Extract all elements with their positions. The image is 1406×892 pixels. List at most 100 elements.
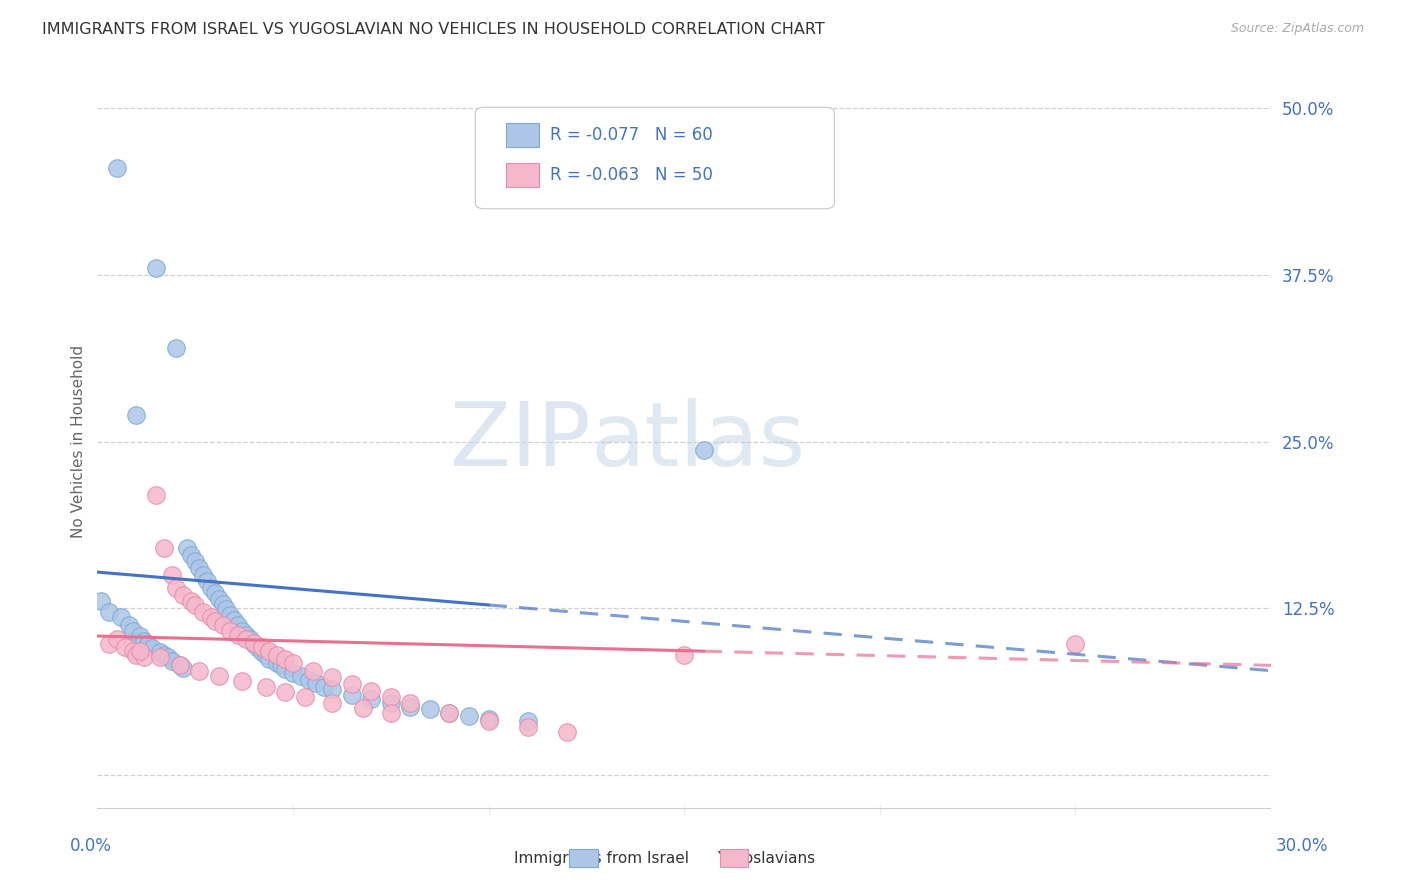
Point	[204, 615, 226, 629]
Point	[254, 648, 277, 662]
Point	[180, 594, 202, 608]
Point	[226, 618, 249, 632]
Text: ZIP: ZIP	[450, 398, 591, 485]
Point	[224, 613, 246, 627]
Point	[274, 685, 297, 699]
Point	[207, 669, 229, 683]
Point	[134, 634, 156, 648]
Point	[169, 658, 191, 673]
Point	[555, 725, 578, 739]
Point	[188, 664, 211, 678]
Point	[281, 656, 304, 670]
Point	[439, 706, 461, 721]
Point	[477, 714, 499, 729]
Point	[321, 670, 343, 684]
Point	[191, 605, 214, 619]
Point	[380, 696, 402, 710]
Point	[145, 261, 167, 276]
Point	[321, 682, 343, 697]
Point	[215, 602, 238, 616]
Point	[90, 594, 112, 608]
Point	[281, 666, 304, 681]
Point	[180, 548, 202, 562]
Point	[360, 683, 382, 698]
Point	[231, 624, 253, 638]
Point	[145, 488, 167, 502]
Point	[219, 607, 242, 622]
Point	[149, 645, 172, 659]
Point	[340, 688, 363, 702]
Text: Yugoslavians: Yugoslavians	[717, 851, 815, 865]
Point	[169, 658, 191, 673]
Point	[380, 690, 402, 705]
Point	[246, 640, 269, 655]
Point	[250, 645, 273, 659]
Point	[235, 628, 257, 642]
Point	[243, 636, 266, 650]
Point	[153, 541, 176, 555]
Point	[176, 541, 198, 555]
Point	[165, 581, 187, 595]
Point	[259, 651, 281, 665]
Point	[231, 674, 253, 689]
Point	[274, 651, 297, 665]
Text: R = -0.063   N = 50: R = -0.063 N = 50	[550, 166, 713, 184]
Point	[380, 706, 402, 721]
Point	[270, 658, 292, 673]
Point	[458, 709, 481, 723]
Point	[129, 629, 152, 643]
Point	[399, 699, 422, 714]
Point	[274, 662, 297, 676]
Point	[219, 624, 242, 638]
Point	[693, 442, 716, 457]
Point	[439, 706, 461, 721]
Point	[266, 656, 288, 670]
Text: Immigrants from Israel: Immigrants from Israel	[515, 851, 689, 865]
Point	[477, 712, 499, 726]
Point	[266, 648, 288, 662]
Point	[235, 632, 257, 646]
Point	[516, 714, 538, 729]
Point	[160, 567, 183, 582]
Point	[172, 661, 194, 675]
Point	[125, 408, 148, 422]
Point	[399, 696, 422, 710]
Point	[360, 691, 382, 706]
Point	[129, 643, 152, 657]
Y-axis label: No Vehicles in Household: No Vehicles in Household	[72, 345, 86, 538]
Point	[156, 650, 179, 665]
Point	[184, 599, 207, 613]
Point	[294, 690, 316, 705]
Point	[239, 632, 262, 646]
Point	[172, 588, 194, 602]
Point	[136, 637, 159, 651]
Text: IMMIGRANTS FROM ISRAEL VS YUGOSLAVIAN NO VEHICLES IN HOUSEHOLD CORRELATION CHART: IMMIGRANTS FROM ISRAEL VS YUGOSLAVIAN NO…	[42, 22, 825, 37]
Point	[134, 650, 156, 665]
Point	[419, 702, 441, 716]
Point	[352, 701, 374, 715]
Point	[207, 591, 229, 606]
Point	[118, 618, 141, 632]
Point	[149, 650, 172, 665]
Point	[165, 341, 187, 355]
Text: Source: ZipAtlas.com: Source: ZipAtlas.com	[1230, 22, 1364, 36]
Point	[195, 574, 218, 589]
Point	[297, 673, 319, 687]
Text: R = -0.077   N = 60: R = -0.077 N = 60	[550, 127, 713, 145]
Point	[243, 637, 266, 651]
Point	[673, 648, 696, 662]
Point	[250, 640, 273, 654]
Point	[153, 648, 176, 662]
Point	[226, 628, 249, 642]
Point	[188, 561, 211, 575]
Point	[301, 664, 323, 678]
Point	[105, 161, 128, 176]
FancyBboxPatch shape	[506, 123, 538, 147]
Point	[254, 680, 277, 694]
Point	[121, 624, 143, 638]
Point	[321, 696, 343, 710]
Point	[259, 643, 281, 657]
Point	[516, 720, 538, 734]
Point	[211, 597, 233, 611]
Point	[184, 554, 207, 568]
